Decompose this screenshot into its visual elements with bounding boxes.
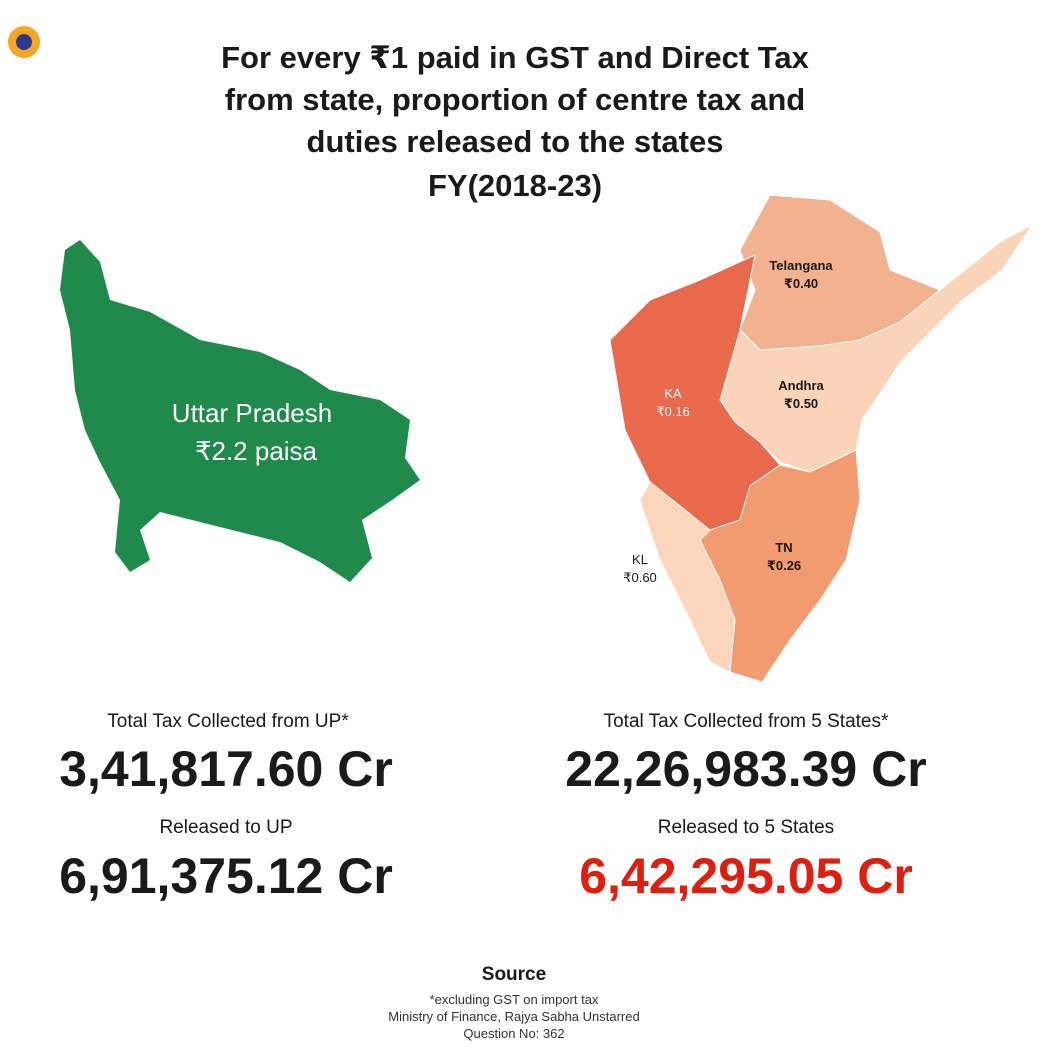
- title-line: For every ₹1 paid in GST and Direct Tax: [221, 40, 810, 75]
- state-value: ₹0.40: [784, 276, 818, 291]
- state-value: ₹0.60: [623, 570, 657, 585]
- stat-label: Total Tax Collected from 5 States*: [604, 711, 889, 732]
- up-map: [60, 240, 420, 582]
- title-line: FY(2018-23): [428, 168, 602, 203]
- title-line: duties released to the states: [307, 124, 724, 159]
- state-name: KL: [632, 552, 648, 567]
- stat-value: 6,42,295.05 Cr: [579, 848, 913, 904]
- stat-value: 3,41,817.60 Cr: [59, 741, 393, 797]
- stat-label: Released to UP: [159, 817, 292, 838]
- state-name: Andhra: [778, 378, 824, 393]
- source-line: Ministry of Finance, Rajya Sabha Unstarr…: [388, 1009, 639, 1024]
- stat-label: Released to 5 States: [658, 817, 834, 838]
- logo: [8, 26, 40, 58]
- up-name: Uttar Pradesh: [172, 398, 332, 428]
- stat-value: 22,26,983.39 Cr: [565, 741, 926, 797]
- state-name: Telangana: [769, 258, 833, 273]
- source-line: *excluding GST on import tax: [430, 992, 599, 1007]
- state-value: ₹0.50: [784, 396, 818, 411]
- state-value: ₹0.26: [767, 558, 801, 573]
- stat-label: Total Tax Collected from UP*: [107, 711, 349, 732]
- state-value: ₹0.16: [656, 404, 690, 419]
- source-line: Question No: 362: [463, 1026, 564, 1041]
- state-name: TN: [775, 540, 792, 555]
- title-line: from state, proportion of centre tax and: [225, 82, 805, 117]
- source-title: Source: [482, 964, 546, 985]
- state-kl: [639, 481, 736, 673]
- up-value: ₹2.2 paisa: [195, 436, 318, 466]
- stat-value: 6,91,375.12 Cr: [59, 848, 393, 904]
- state-name: KA: [664, 386, 682, 401]
